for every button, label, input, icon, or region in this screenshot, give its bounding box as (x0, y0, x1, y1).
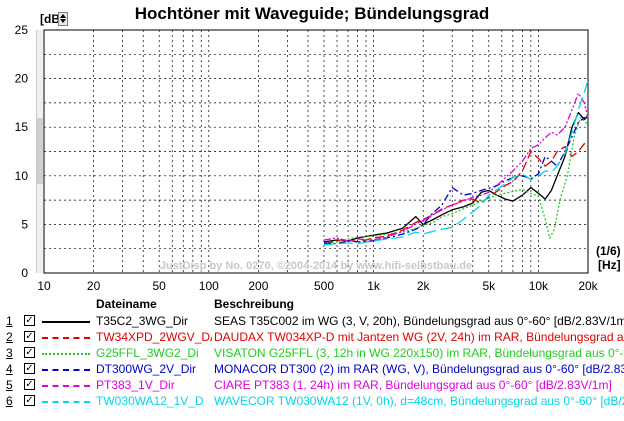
legend-row-number[interactable]: 5 (6, 378, 13, 392)
x-tick-label: 2k (417, 279, 431, 293)
y-tick-label: 0 (21, 266, 28, 280)
x-tick-label: 20k (578, 279, 598, 293)
legend-row-desc: WAVECOR TW030WA12 (1V, 0h), d=48cm, Bünd… (214, 394, 624, 408)
series-line-5 (323, 92, 589, 242)
legend-row-checkbox[interactable]: ✓ (24, 395, 35, 406)
legend-row-checkbox[interactable]: ✓ (24, 315, 35, 326)
y-tick-label: 25 (15, 23, 29, 37)
x-axis-unit-bottom: [Hz] (598, 258, 621, 272)
legend-row-number[interactable]: 2 (6, 330, 13, 344)
watermark: JustDisp by No. 0270, ©2004-2014 by www.… (160, 260, 472, 272)
x-axis-unit-top: (1/6) (596, 244, 621, 258)
legend-row-file: TW030WA12_1V_D (96, 394, 204, 408)
legend-row-desc: SEAS T35C002 im WG (3, V, 20h), Bündelun… (214, 314, 624, 328)
legend-row-desc: VISATON G25FFL (3, 12h in WG 220x150) im… (214, 346, 624, 360)
legend-row-file: T35C2_3WG_Dir (96, 314, 189, 328)
legend-row-desc: MONACOR DT300 (2) im RAR (WG, V), Bündel… (214, 362, 624, 376)
legend-row-file: PT383_1V_Dir (96, 378, 175, 392)
legend-line-swatch (42, 385, 90, 387)
series-line-6 (323, 80, 589, 246)
x-tick-label: 20 (87, 279, 101, 293)
legend-row-checkbox[interactable]: ✓ (24, 379, 35, 390)
legend-line-swatch (42, 321, 90, 323)
legend-row-number[interactable]: 4 (6, 362, 13, 376)
x-tick-label: 200 (248, 279, 268, 293)
legend-line-swatch (42, 353, 90, 355)
series-line-1 (323, 111, 589, 243)
spinner-down-icon[interactable] (60, 19, 66, 23)
legend-row-number[interactable]: 3 (6, 346, 13, 360)
y-tick-label: 10 (15, 169, 29, 183)
legend-line-swatch (42, 337, 90, 339)
legend-row-file: DT300WG_2V_Dir (96, 362, 197, 376)
legend-row-checkbox[interactable]: ✓ (24, 347, 35, 358)
y-tick-label: 20 (15, 72, 29, 86)
y-scrollbar-thumb[interactable] (37, 118, 43, 184)
legend-header-file: Dateiname (96, 297, 157, 311)
chart-plot: 0 5 10 15 20 25 10 20 50 100 200 500 1k 2k 5k 10k 20k (1/… (15, 23, 621, 293)
legend-row-file: G25FFL_3WG2_Di (96, 346, 199, 360)
legend-row-number[interactable]: 1 (6, 314, 13, 328)
x-tick-label: 5k (482, 279, 496, 293)
legend-header-desc: Beschreibung (214, 297, 295, 311)
x-tick-label: 1k (367, 279, 381, 293)
x-tick-label: 500 (314, 279, 334, 293)
legend-row-checkbox[interactable]: ✓ (24, 331, 35, 342)
y-scrollbar[interactable] (36, 30, 43, 273)
y-tick-label: 15 (15, 120, 29, 134)
x-tick-label: 10 (37, 279, 51, 293)
y-tick-label: 5 (21, 217, 28, 231)
spinner-up-icon[interactable] (60, 14, 66, 18)
legend-row-checkbox[interactable]: ✓ (24, 363, 35, 374)
legend-row-number[interactable]: 6 (6, 394, 13, 408)
legend-row-desc: CIARE PT383 (1, 24h) im RAR, Bündelungsg… (214, 378, 612, 392)
legend-row-desc: DAUDAX TW034XP-D mit Jantzen WG (2V, 24h… (214, 330, 624, 344)
legend-line-swatch (42, 401, 90, 403)
x-tick-label: 10k (529, 279, 549, 293)
x-tick-label: 100 (199, 279, 219, 293)
unit-spinner[interactable] (58, 12, 68, 26)
chart-title: Hochtöner mit Waveguide; Bündelungsgrad (134, 4, 490, 23)
legend-line-swatch (42, 369, 90, 371)
x-tick-label: 50 (153, 279, 167, 293)
legend-row-file: TW34XPD_2WGV_DAUDAX (96, 330, 212, 344)
